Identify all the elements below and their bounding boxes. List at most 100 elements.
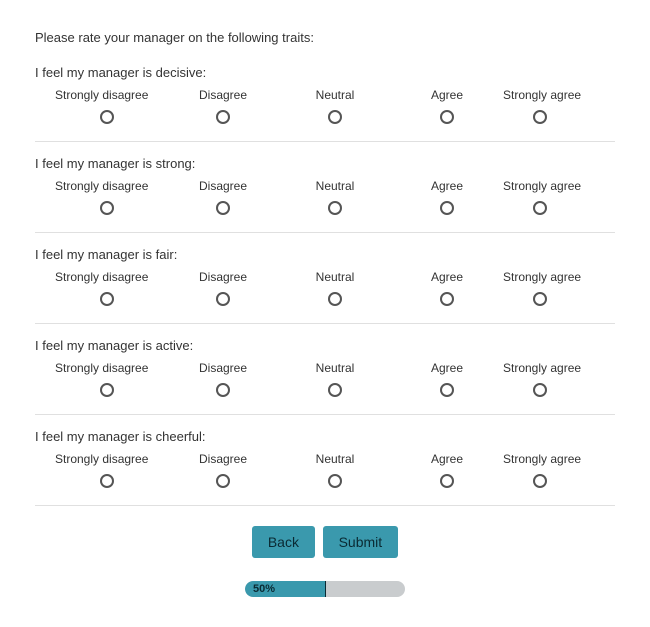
option-label: Strongly agree xyxy=(503,361,615,375)
question-label: I feel my manager is decisive: xyxy=(35,65,615,80)
radio-input[interactable] xyxy=(440,292,454,306)
option-col: Strongly disagree xyxy=(35,452,167,491)
option-col: Agree xyxy=(391,361,503,400)
radio-wrap xyxy=(503,201,615,218)
radio-input[interactable] xyxy=(216,383,230,397)
questions-container: I feel my manager is decisive: Strongly d… xyxy=(35,65,615,506)
radio-input[interactable] xyxy=(328,201,342,215)
question-label: I feel my manager is strong: xyxy=(35,156,615,171)
option-col: Disagree xyxy=(167,270,279,309)
radio-input[interactable] xyxy=(440,383,454,397)
progress-container: 50% xyxy=(35,580,615,597)
option-label: Strongly agree xyxy=(503,88,615,102)
option-col: Neutral xyxy=(279,452,391,491)
option-label: Neutral xyxy=(279,270,391,284)
option-col: Strongly disagree xyxy=(35,270,167,309)
option-label: Strongly disagree xyxy=(55,179,167,193)
radio-wrap xyxy=(55,383,167,400)
option-label: Agree xyxy=(391,88,503,102)
option-label: Agree xyxy=(391,179,503,193)
option-label: Agree xyxy=(391,452,503,466)
radio-wrap xyxy=(279,110,391,127)
option-label: Disagree xyxy=(167,179,279,193)
radio-wrap xyxy=(279,201,391,218)
option-col: Neutral xyxy=(279,88,391,127)
radio-input[interactable] xyxy=(100,383,114,397)
radio-input[interactable] xyxy=(440,474,454,488)
option-label: Strongly agree xyxy=(503,270,615,284)
option-label: Neutral xyxy=(279,179,391,193)
radio-input[interactable] xyxy=(216,474,230,488)
radio-input[interactable] xyxy=(216,110,230,124)
options-row: Strongly disagreeDisagreeNeutralAgreeStr… xyxy=(35,270,615,309)
form-title: Please rate your manager on the followin… xyxy=(35,30,615,45)
progress-bar: 50% xyxy=(245,581,405,597)
submit-button[interactable]: Submit xyxy=(323,526,399,558)
option-label: Agree xyxy=(391,270,503,284)
question-block: I feel my manager is active: Strongly dis… xyxy=(35,338,615,415)
radio-input[interactable] xyxy=(328,383,342,397)
radio-input[interactable] xyxy=(533,292,547,306)
radio-input[interactable] xyxy=(328,292,342,306)
option-col: Neutral xyxy=(279,361,391,400)
option-label: Neutral xyxy=(279,361,391,375)
radio-input[interactable] xyxy=(328,110,342,124)
radio-wrap xyxy=(55,292,167,309)
option-label: Disagree xyxy=(167,88,279,102)
option-col: Strongly agree xyxy=(503,270,615,309)
option-label: Strongly agree xyxy=(503,179,615,193)
option-col: Strongly disagree xyxy=(35,179,167,218)
radio-input[interactable] xyxy=(216,292,230,306)
option-col: Agree xyxy=(391,270,503,309)
radio-input[interactable] xyxy=(100,201,114,215)
option-label: Agree xyxy=(391,361,503,375)
radio-wrap xyxy=(391,201,503,218)
option-col: Strongly agree xyxy=(503,361,615,400)
radio-wrap xyxy=(279,383,391,400)
option-col: Disagree xyxy=(167,361,279,400)
option-col: Strongly disagree xyxy=(35,361,167,400)
radio-wrap xyxy=(167,292,279,309)
option-label: Disagree xyxy=(167,270,279,284)
radio-input[interactable] xyxy=(100,474,114,488)
progress-divider xyxy=(325,581,326,597)
radio-wrap xyxy=(167,110,279,127)
option-label: Strongly disagree xyxy=(55,88,167,102)
options-row: Strongly disagreeDisagreeNeutralAgreeStr… xyxy=(35,452,615,491)
options-row: Strongly disagreeDisagreeNeutralAgreeStr… xyxy=(35,361,615,400)
question-label: I feel my manager is fair: xyxy=(35,247,615,262)
question-label: I feel my manager is cheerful: xyxy=(35,429,615,444)
option-label: Strongly disagree xyxy=(55,452,167,466)
radio-input[interactable] xyxy=(533,201,547,215)
radio-wrap xyxy=(391,292,503,309)
radio-input[interactable] xyxy=(533,383,547,397)
option-col: Disagree xyxy=(167,179,279,218)
question-block: I feel my manager is cheerful: Strongly d… xyxy=(35,429,615,506)
question-block: I feel my manager is fair: Strongly disag… xyxy=(35,247,615,324)
radio-wrap xyxy=(503,383,615,400)
radio-input[interactable] xyxy=(100,110,114,124)
question-label: I feel my manager is active: xyxy=(35,338,615,353)
option-label: Disagree xyxy=(167,361,279,375)
radio-input[interactable] xyxy=(216,201,230,215)
radio-input[interactable] xyxy=(328,474,342,488)
radio-wrap xyxy=(55,474,167,491)
radio-wrap xyxy=(503,292,615,309)
radio-input[interactable] xyxy=(533,474,547,488)
radio-wrap xyxy=(279,474,391,491)
option-col: Strongly agree xyxy=(503,88,615,127)
option-col: Agree xyxy=(391,179,503,218)
back-button[interactable]: Back xyxy=(252,526,315,558)
radio-input[interactable] xyxy=(100,292,114,306)
radio-wrap xyxy=(503,474,615,491)
radio-input[interactable] xyxy=(533,110,547,124)
option-label: Disagree xyxy=(167,452,279,466)
option-col: Strongly agree xyxy=(503,179,615,218)
option-col: Strongly disagree xyxy=(35,88,167,127)
progress-text: 50% xyxy=(253,581,275,597)
radio-input[interactable] xyxy=(440,110,454,124)
radio-wrap xyxy=(391,474,503,491)
question-block: I feel my manager is strong: Strongly dis… xyxy=(35,156,615,233)
radio-wrap xyxy=(167,201,279,218)
radio-input[interactable] xyxy=(440,201,454,215)
